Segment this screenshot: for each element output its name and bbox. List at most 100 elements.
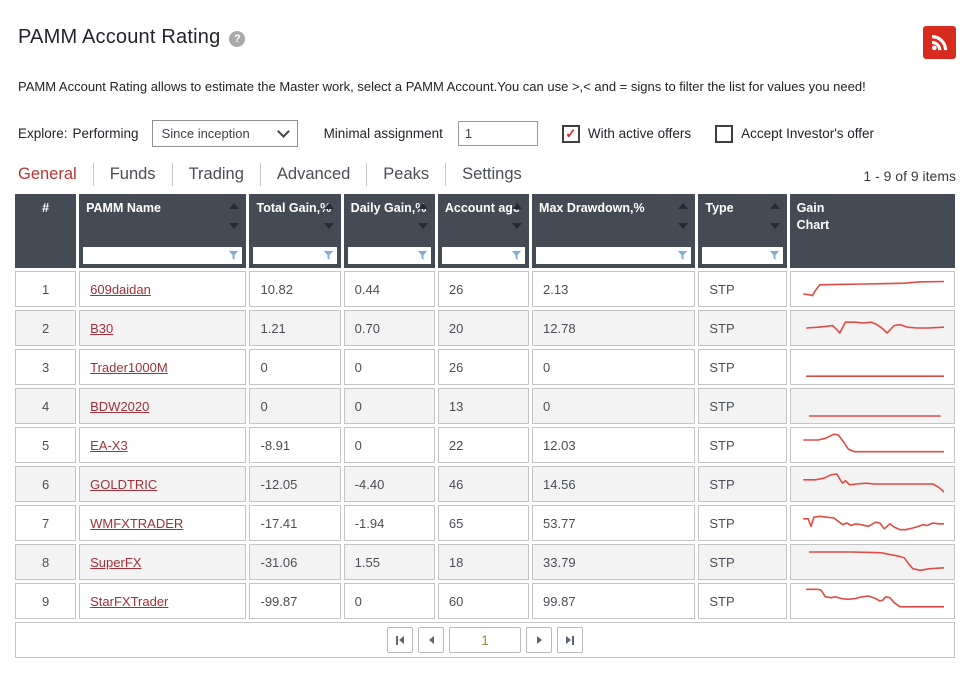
row-index-cell: 1 — [15, 271, 77, 307]
sort-desc-icon[interactable] — [417, 223, 428, 229]
type-cell: STP — [698, 388, 787, 424]
first-page-icon — [396, 635, 398, 645]
pamm-name-link[interactable]: WMFXTRADER — [90, 515, 184, 531]
gain-sparkline — [801, 352, 944, 382]
pamm-name-link[interactable]: EA-X3 — [90, 437, 128, 453]
next-page-button[interactable] — [526, 627, 552, 653]
sort-desc-icon[interactable] — [229, 223, 240, 229]
column-header-index: # — [15, 194, 77, 268]
sort-asc-icon[interactable] — [323, 203, 334, 209]
tab-trading[interactable]: Trading — [171, 163, 260, 186]
sort-arrows[interactable] — [229, 203, 240, 229]
sort-asc-icon[interactable] — [229, 203, 240, 209]
column-filter-input-daily_gain[interactable] — [351, 249, 417, 262]
column-header-name[interactable]: PAMM Name — [79, 194, 247, 268]
tab-general[interactable]: General — [18, 165, 77, 183]
filter-funnel-icon[interactable] — [677, 250, 688, 261]
max-drawdown-cell: 12.78 — [532, 310, 696, 346]
chevron-down-icon — [276, 125, 290, 138]
column-header-daily_gain[interactable]: Daily Gain,% — [343, 194, 435, 268]
tab-peaks[interactable]: Peaks — [366, 163, 445, 186]
minimal-assignment-input[interactable] — [457, 121, 538, 146]
total-gain-cell: 0 — [249, 349, 341, 385]
account-age-cell: 46 — [437, 466, 530, 502]
sort-asc-icon[interactable] — [769, 203, 780, 209]
filter-funnel-icon[interactable] — [323, 250, 334, 261]
accept-investors-offer-option[interactable]: ✓ Accept Investor's offer — [715, 124, 874, 143]
filter-funnel-icon[interactable] — [511, 250, 522, 261]
pamm-name-link[interactable]: Trader1000M — [90, 359, 168, 375]
pamm-name-link[interactable]: B30 — [90, 320, 114, 336]
sort-arrows[interactable] — [512, 203, 523, 229]
column-filter-box — [536, 247, 692, 264]
column-filter-input-account_age[interactable] — [445, 249, 512, 262]
help-icon[interactable]: ? — [229, 31, 246, 47]
last-page-button[interactable] — [557, 627, 583, 653]
pamm-name-cell: B30 — [79, 310, 247, 346]
tab-funds[interactable]: Funds — [92, 163, 172, 186]
gain-chart-cell — [789, 310, 955, 346]
row-index-cell: 2 — [15, 310, 77, 346]
pagination — [26, 627, 944, 653]
rss-icon[interactable] — [923, 26, 956, 59]
column-filter-input-total_gain[interactable] — [257, 249, 323, 262]
pamm-name-link[interactable]: 609daidan — [90, 281, 151, 297]
table-row: 9 StarFXTrader -99.87 0 60 99.87 STP — [15, 583, 955, 619]
sort-desc-icon[interactable] — [512, 223, 523, 229]
first-page-button[interactable] — [387, 627, 413, 653]
sort-asc-icon[interactable] — [417, 203, 428, 209]
total-gain-cell: 10.82 — [249, 271, 341, 307]
prev-page-icon — [428, 636, 434, 644]
row-index-cell: 7 — [15, 505, 77, 541]
tab-settings[interactable]: Settings — [445, 163, 538, 186]
pamm-name-link[interactable]: GOLDTRIC — [90, 476, 158, 492]
pamm-rating-page: PAMM Account Rating ? PAMM Account Ratin… — [15, 26, 956, 658]
daily-gain-cell: -4.40 — [343, 466, 435, 502]
column-header-account_age[interactable]: Account age — [437, 194, 530, 268]
max-drawdown-cell: 12.03 — [532, 427, 696, 463]
row-index-cell: 9 — [15, 583, 77, 619]
with-active-offers-checkbox[interactable]: ✓ — [561, 124, 580, 143]
max-drawdown-cell: 53.77 — [532, 505, 696, 541]
type-cell: STP — [698, 505, 787, 541]
account-age-cell: 22 — [437, 427, 530, 463]
sort-arrows[interactable] — [769, 203, 780, 229]
sort-arrows[interactable] — [323, 203, 334, 229]
sort-arrows[interactable] — [678, 203, 689, 229]
type-cell: STP — [698, 583, 787, 619]
prev-page-button[interactable] — [418, 627, 444, 653]
column-label-index: # — [42, 201, 50, 215]
column-header-max_drawdown[interactable]: Max Drawdown,% — [532, 194, 696, 268]
tab-advanced[interactable]: Advanced — [259, 163, 366, 186]
type-cell: STP — [698, 310, 787, 346]
period-select[interactable]: Since inception — [151, 120, 298, 147]
filter-funnel-icon[interactable] — [228, 250, 239, 261]
column-label-total_gain: Total Gain,% — [256, 201, 332, 215]
daily-gain-cell: 1.55 — [343, 544, 435, 580]
sort-desc-icon[interactable] — [769, 223, 780, 229]
type-cell: STP — [698, 544, 787, 580]
column-filter-input-name[interactable] — [87, 249, 229, 262]
sort-desc-icon[interactable] — [323, 223, 334, 229]
with-active-offers-option[interactable]: ✓ With active offers — [561, 124, 691, 143]
column-filter-input-max_drawdown[interactable] — [540, 249, 678, 262]
sort-desc-icon[interactable] — [678, 223, 689, 229]
sort-arrows[interactable] — [417, 203, 428, 229]
sort-asc-icon[interactable] — [512, 203, 523, 209]
filter-funnel-icon[interactable] — [417, 250, 428, 261]
filter-funnel-icon[interactable] — [769, 250, 780, 261]
account-age-cell: 13 — [437, 388, 530, 424]
column-filter-input-type[interactable] — [706, 249, 769, 262]
accept-investors-offer-checkbox[interactable]: ✓ — [715, 124, 734, 143]
gain-chart-cell — [789, 349, 955, 385]
page-number-input[interactable] — [449, 627, 521, 653]
pamm-name-link[interactable]: SuperFX — [90, 554, 142, 570]
column-header-total_gain[interactable]: Total Gain,% — [249, 194, 341, 268]
table-row: 3 Trader1000M 0 0 26 0 STP — [15, 349, 955, 385]
max-drawdown-cell: 14.56 — [532, 466, 696, 502]
column-header-type[interactable]: Type — [698, 194, 787, 268]
sort-asc-icon[interactable] — [678, 203, 689, 209]
max-drawdown-cell: 33.79 — [532, 544, 696, 580]
pamm-name-link[interactable]: StarFXTrader — [90, 593, 169, 609]
pamm-name-link[interactable]: BDW2020 — [90, 398, 150, 414]
